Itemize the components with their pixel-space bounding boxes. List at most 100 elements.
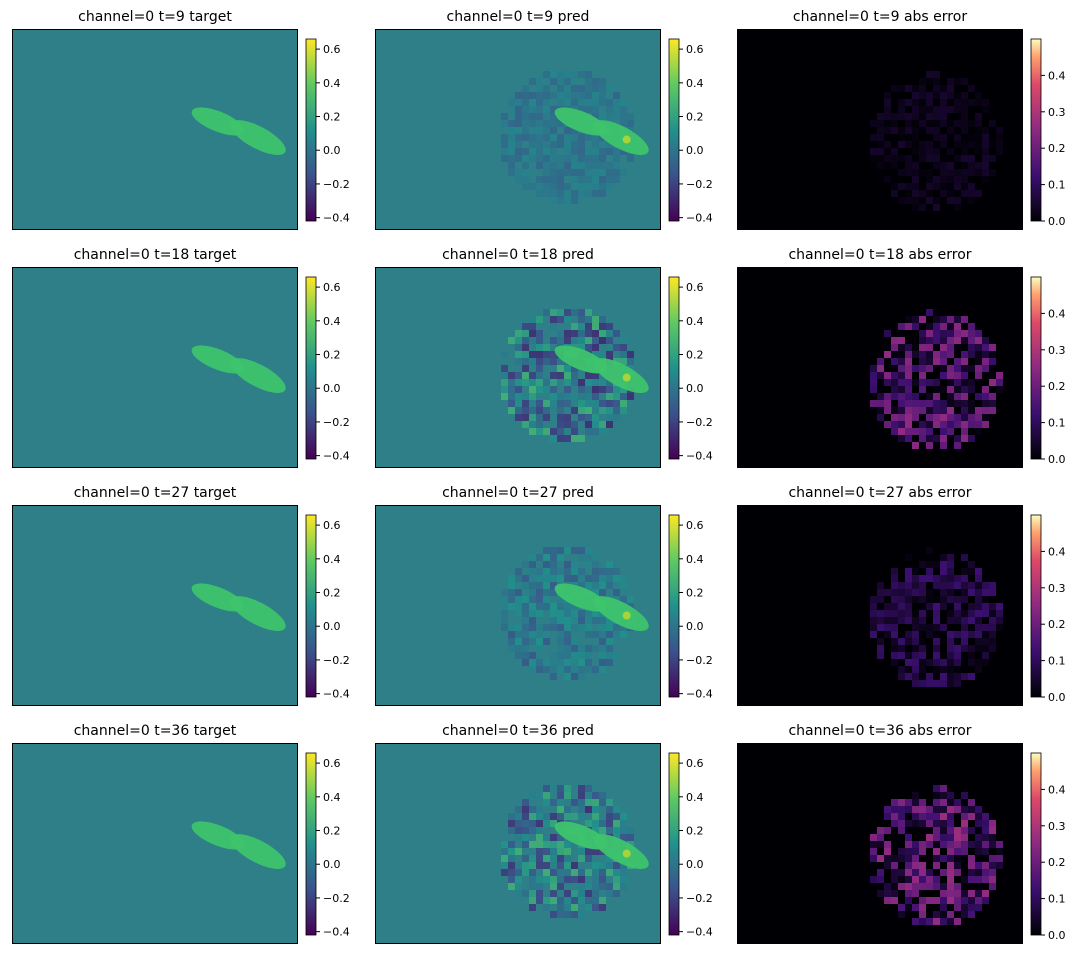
plume-blob xyxy=(230,358,286,394)
axes-frame xyxy=(375,743,661,944)
colorbar-tick-label: −0.2 xyxy=(686,416,713,429)
panel-title: channel=0 t=36 abs error xyxy=(788,723,971,739)
panel-pred-t18: channel=0 t=18 pred 0.6 0.4 0.2 0.0 −0.2 −0.4 xyxy=(375,247,713,468)
colorbar xyxy=(668,276,680,460)
colorbar-tick-label: 0.4 xyxy=(323,791,341,804)
colorbar-tick-label: 0.6 xyxy=(323,757,341,770)
colorbar-tick-label: 0.2 xyxy=(1048,380,1066,393)
colorbar-tick-label: 0.2 xyxy=(1048,856,1066,869)
colorbar-tick-label: 0.0 xyxy=(1048,691,1066,704)
colorbar-tick-label: 0.6 xyxy=(686,43,704,56)
plume-peak xyxy=(622,611,631,620)
colorbar-tick-label: −0.4 xyxy=(686,450,713,463)
colorbar-tick-label: −0.2 xyxy=(686,178,713,191)
panel-error-t9: channel=0 t=9 abs error 0.4 0.3 0.2 0.1 0.0 xyxy=(737,9,1066,230)
colorbar-tick-label: 0.4 xyxy=(323,315,341,328)
plume-blob xyxy=(593,358,649,394)
colorbar xyxy=(305,38,317,222)
colorbar-tick-label: 0.6 xyxy=(323,519,341,532)
panel-title: channel=0 t=18 target xyxy=(74,247,237,263)
colorbar-tick-label: 0.2 xyxy=(686,587,704,600)
panel-pred-t9: channel=0 t=9 pred 0.6 0.4 0.2 0.0 −0.2 −0.4 xyxy=(375,9,713,230)
colorbar-tick-label: 0.0 xyxy=(686,144,704,157)
colorbar-tick-label: −0.4 xyxy=(686,926,713,939)
plume-blob xyxy=(230,834,286,870)
colorbar-tick-label: 0.4 xyxy=(686,791,704,804)
panel-title: channel=0 t=27 abs error xyxy=(788,485,971,501)
panel-error-t27: channel=0 t=27 abs error 0.4 0.3 0.2 0.1 0.0 xyxy=(737,485,1066,706)
heatmap-cells xyxy=(191,583,286,632)
colorbar-tick-label: −0.4 xyxy=(686,212,713,225)
axes-frame xyxy=(375,505,661,706)
panel-target-t9: channel=0 t=9 target 0.6 0.4 0.2 0.0 −0.2 −0.4 xyxy=(12,9,350,230)
colorbar-tick-label: 0.0 xyxy=(323,144,341,157)
colorbar xyxy=(1030,752,1042,936)
plume-peak xyxy=(622,849,631,858)
panel-title: channel=0 t=18 abs error xyxy=(788,247,971,263)
axes-frame xyxy=(375,267,661,468)
colorbar-tick-label: 0.6 xyxy=(323,43,341,56)
colorbar-tick-label: 0.0 xyxy=(323,382,341,395)
panel-title: channel=0 t=27 pred xyxy=(442,485,594,501)
heatmap-cells xyxy=(501,71,649,204)
colorbar-tick-label: 0.0 xyxy=(1048,453,1066,466)
colorbar-tick-label: −0.2 xyxy=(323,892,350,905)
colorbar xyxy=(668,752,680,936)
panel-error-t36: channel=0 t=36 abs error 0.4 0.3 0.2 0.1 0.0 xyxy=(737,723,1066,944)
heatmap-cells xyxy=(191,821,286,870)
panel-pred-t36: channel=0 t=36 pred 0.6 0.4 0.2 0.0 −0.2 −0.4 xyxy=(375,723,713,944)
panel-title: channel=0 t=9 pred xyxy=(447,9,590,25)
panel-target-t36: channel=0 t=36 target 0.6 0.4 0.2 0.0 −0.2 −0.… xyxy=(12,723,350,944)
heatmap-cells xyxy=(870,309,1003,449)
colorbar-tick-label: 0.1 xyxy=(1048,893,1066,906)
colorbar-tick-label: 0.2 xyxy=(686,825,704,838)
colorbar xyxy=(1030,276,1042,460)
heatmap-cells xyxy=(501,309,649,442)
axes-frame xyxy=(737,743,1023,944)
panel-error-t18: channel=0 t=18 abs error 0.4 0.3 0.2 0.1 0.0 xyxy=(737,247,1066,468)
axes-frame xyxy=(12,267,298,468)
heatmap-cells xyxy=(191,107,286,156)
colorbar-tick-label: 0.6 xyxy=(686,757,704,770)
colorbar-tick-label: 0.2 xyxy=(323,587,341,600)
colorbar-tick-label: 0.2 xyxy=(1048,142,1066,155)
axes-frame xyxy=(737,505,1023,706)
colorbar-tick-label: 0.4 xyxy=(1048,307,1066,320)
colorbar-tick-label: −0.4 xyxy=(323,926,350,939)
plume-peak xyxy=(622,135,631,144)
heatmap-cells xyxy=(870,547,1003,687)
axes-frame xyxy=(737,29,1023,230)
colorbar-tick-label: 0.1 xyxy=(1048,179,1066,192)
colorbar xyxy=(305,276,317,460)
colorbar-tick-label: −0.4 xyxy=(323,450,350,463)
colorbar-tick-label: 0.2 xyxy=(686,111,704,124)
colorbar-tick-label: 0.0 xyxy=(686,382,704,395)
colorbar-tick-label: 0.1 xyxy=(1048,655,1066,668)
axes-frame xyxy=(375,29,661,230)
colorbar-tick-label: −0.2 xyxy=(323,416,350,429)
panel-title: channel=0 t=36 target xyxy=(74,723,237,739)
colorbar-tick-label: −0.4 xyxy=(686,688,713,701)
colorbar-tick-label: −0.4 xyxy=(323,688,350,701)
colorbar-tick-label: 0.6 xyxy=(686,519,704,532)
colorbar-tick-label: −0.4 xyxy=(323,212,350,225)
colorbar-tick-label: 0.4 xyxy=(323,553,341,566)
colorbar-tick-label: −0.2 xyxy=(323,178,350,191)
colorbar-tick-label: 0.6 xyxy=(323,281,341,294)
colorbar-tick-label: 0.4 xyxy=(686,315,704,328)
plume-blob xyxy=(593,596,649,632)
colorbar-tick-label: 0.0 xyxy=(686,858,704,871)
colorbar xyxy=(1030,38,1042,222)
panel-target-t18: channel=0 t=18 target 0.6 0.4 0.2 0.0 −0.2 −0.… xyxy=(12,247,350,468)
colorbar-tick-label: 0.0 xyxy=(323,620,341,633)
colorbar-tick-label: 0.2 xyxy=(323,825,341,838)
panel-title: channel=0 t=18 pred xyxy=(442,247,594,263)
plume-blob xyxy=(230,596,286,632)
heatmap-cells xyxy=(501,547,649,680)
plume-blob xyxy=(593,120,649,156)
heatmap-cells xyxy=(501,785,649,918)
colorbar-tick-label: 0.0 xyxy=(323,858,341,871)
colorbar-tick-label: 0.2 xyxy=(323,349,341,362)
colorbar-tick-label: 0.4 xyxy=(1048,783,1066,796)
colorbar-tick-label: 0.0 xyxy=(686,620,704,633)
